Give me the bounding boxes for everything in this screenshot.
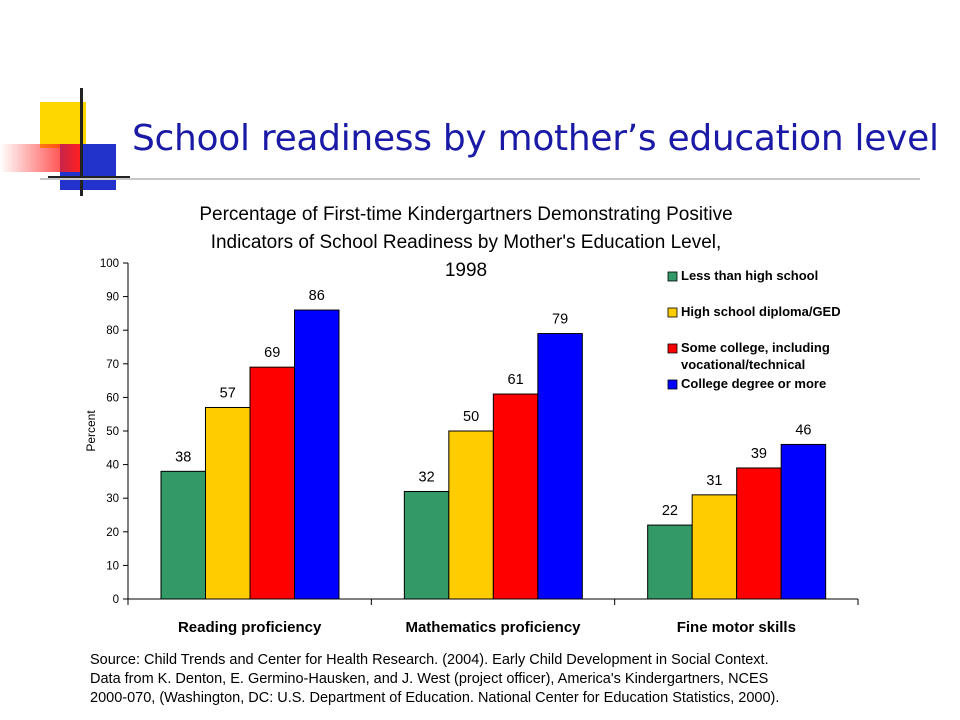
y-tick-label: 70: [106, 359, 119, 371]
slide-title: School readiness by mother’s education l…: [132, 118, 939, 159]
x-category-label: Fine motor skills: [677, 619, 796, 636]
chart-title-line: 1998: [445, 260, 487, 281]
y-tick-label: 40: [106, 460, 119, 472]
y-tick-label: 30: [106, 493, 119, 505]
bar-value-label: 32: [419, 469, 435, 485]
source-line: Source: Child Trends and Center for Heal…: [90, 652, 769, 668]
y-axis-label: Percent: [84, 410, 98, 452]
bar-value-label: 79: [552, 312, 568, 328]
legend-label: High school diploma/GED: [681, 304, 841, 319]
bar: [294, 309, 340, 600]
bar: [160, 470, 206, 600]
bar-value-label: 38: [175, 449, 191, 465]
source-line: Data from K. Denton, E. Germino-Hausken,…: [90, 671, 769, 687]
y-tick-label: 0: [113, 594, 119, 606]
y-tick-label: 60: [106, 392, 119, 404]
bar-value-label: 31: [706, 473, 722, 489]
bar: [691, 494, 738, 600]
bar: [249, 366, 295, 600]
legend-swatch: [667, 343, 678, 354]
bar-value-label: 61: [508, 372, 524, 388]
bar-value-label: 22: [662, 503, 678, 519]
chart-title-line: Percentage of First-time Kindergartners …: [199, 204, 732, 225]
legend-swatch: [667, 307, 678, 318]
bar: [403, 490, 450, 600]
x-category-label: Reading proficiency: [178, 619, 322, 636]
y-tick-label: 90: [106, 292, 119, 304]
legend-label: vocational/technical: [681, 357, 805, 372]
bar-value-label: 86: [309, 288, 325, 304]
title-divider: [40, 178, 920, 180]
legend-label: Some college, including: [681, 340, 830, 355]
bar-value-label: 69: [264, 345, 280, 361]
legend-label: Less than high school: [681, 268, 818, 283]
bar-value-label: 46: [795, 422, 811, 438]
y-tick-label: 100: [100, 258, 119, 270]
yellow-square: [40, 102, 86, 148]
bar: [448, 430, 494, 600]
bar: [492, 393, 539, 600]
source-line: 2000-070, (Washington, DC: U.S. Departme…: [90, 690, 780, 706]
bar: [205, 406, 251, 600]
horizontal-line: [48, 176, 130, 178]
y-tick-label: 20: [106, 527, 119, 539]
y-tick-label: 80: [106, 325, 119, 337]
y-tick-label: 50: [106, 426, 119, 438]
legend-label: College degree or more: [681, 376, 826, 391]
bar-value-label: 50: [463, 409, 479, 425]
legend-swatch: [667, 271, 678, 282]
legend-swatch: [667, 379, 678, 390]
source-citation: Source: Child Trends and Center for Heal…: [90, 651, 940, 708]
corner-decoration: [0, 0, 140, 200]
bar-value-label: 57: [220, 385, 236, 401]
red-gradient-bar: [0, 144, 80, 172]
bar: [647, 524, 693, 600]
x-category-label: Mathematics proficiency: [405, 619, 581, 636]
bar: [780, 443, 827, 600]
y-tick-label: 10: [106, 560, 119, 572]
chart-title-line: Indicators of School Readiness by Mother…: [211, 232, 722, 253]
vertical-line: [80, 88, 83, 196]
bar: [537, 333, 583, 600]
bar: [736, 467, 782, 600]
bar-value-label: 39: [751, 446, 767, 462]
